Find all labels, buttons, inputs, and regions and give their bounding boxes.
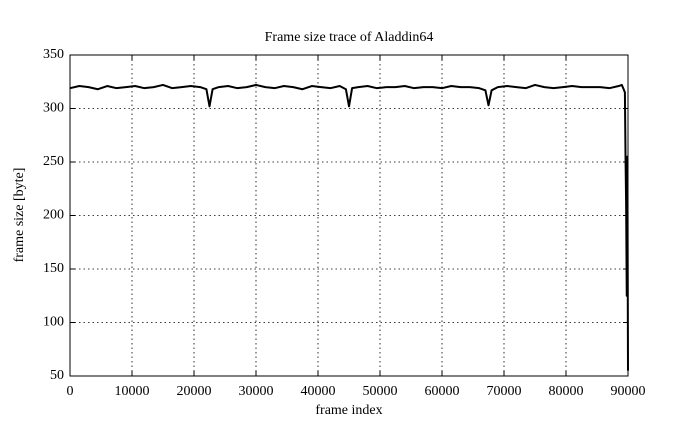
x-axis-label: frame index	[315, 403, 382, 418]
x-tick-label: 20000	[177, 384, 212, 399]
y-tick-label: 100	[43, 315, 64, 330]
x-tick-label: 40000	[301, 384, 336, 399]
x-tick-label: 0	[67, 384, 74, 399]
y-axis-label: frame size [byte]	[12, 168, 27, 263]
x-tick-label: 30000	[239, 384, 274, 399]
x-tick-label: 70000	[487, 384, 522, 399]
y-tick-label: 250	[43, 154, 64, 169]
y-tick-label: 300	[43, 101, 64, 116]
x-tick-label: 60000	[425, 384, 460, 399]
chart-title: Frame size trace of Aladdin64	[265, 30, 434, 45]
x-tick-label: 10000	[115, 384, 150, 399]
x-tick-label: 80000	[549, 384, 584, 399]
y-tick-label: 350	[43, 47, 64, 62]
y-tick-label: 200	[43, 208, 64, 223]
y-tick-label: 50	[50, 368, 64, 383]
x-tick-label: 90000	[611, 384, 646, 399]
x-tick-label: 50000	[363, 384, 398, 399]
data-line	[69, 83, 629, 371]
y-tick-label: 150	[43, 261, 64, 276]
